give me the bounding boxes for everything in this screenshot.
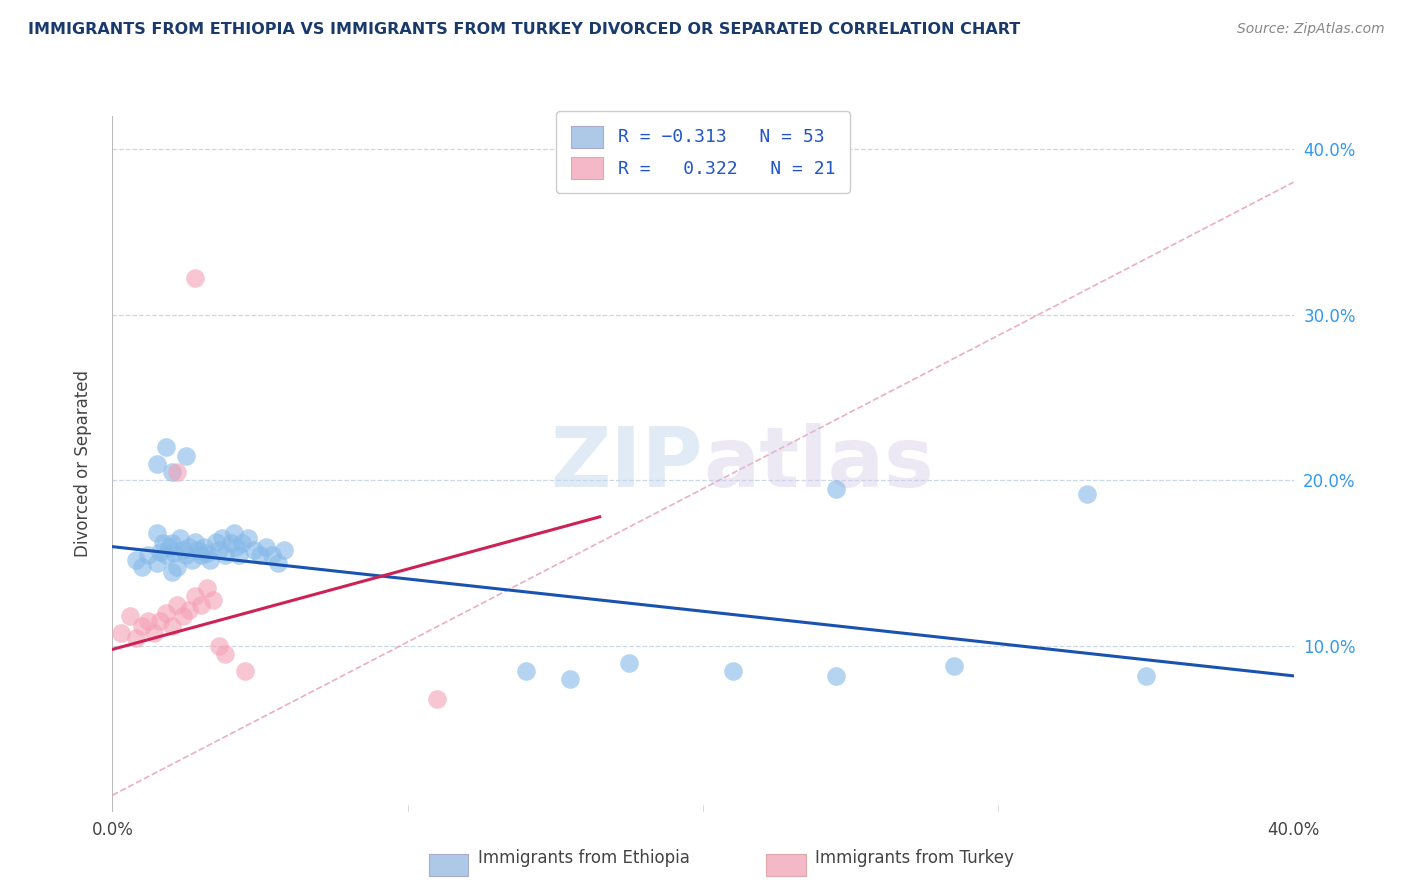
- Point: [225, 540, 247, 554]
- Point: [426, 692, 449, 706]
- Point: [208, 639, 231, 653]
- Point: [195, 546, 218, 560]
- Point: [152, 536, 174, 550]
- Point: [214, 548, 236, 562]
- Point: [181, 553, 204, 567]
- Point: [163, 546, 186, 560]
- Text: Immigrants from Turkey: Immigrants from Turkey: [815, 849, 1014, 867]
- Point: [558, 672, 582, 686]
- Point: [160, 565, 183, 579]
- Point: [942, 659, 965, 673]
- Point: [166, 559, 188, 574]
- Point: [160, 465, 183, 479]
- Point: [136, 614, 159, 628]
- Point: [187, 543, 209, 558]
- Point: [174, 548, 197, 562]
- Point: [201, 592, 224, 607]
- Point: [172, 543, 194, 558]
- Point: [184, 534, 207, 549]
- Point: [208, 543, 231, 558]
- Point: [146, 556, 169, 570]
- Point: [1135, 669, 1157, 683]
- Point: [131, 619, 153, 633]
- Point: [205, 534, 228, 549]
- Point: [214, 648, 236, 662]
- Point: [222, 526, 245, 541]
- Point: [190, 598, 212, 612]
- Point: [160, 536, 183, 550]
- Text: Immigrants from Ethiopia: Immigrants from Ethiopia: [478, 849, 690, 867]
- Point: [179, 602, 201, 616]
- Point: [1076, 486, 1098, 500]
- Point: [190, 548, 212, 562]
- Point: [125, 553, 148, 567]
- Point: [273, 543, 295, 558]
- Point: [146, 457, 169, 471]
- Text: Source: ZipAtlas.com: Source: ZipAtlas.com: [1237, 22, 1385, 37]
- Point: [155, 548, 177, 562]
- Text: ZIP: ZIP: [551, 424, 703, 504]
- Point: [169, 532, 191, 546]
- Point: [155, 606, 177, 620]
- Y-axis label: Divorced or Separated: Divorced or Separated: [73, 370, 91, 558]
- Point: [228, 548, 250, 562]
- Text: IMMIGRANTS FROM ETHIOPIA VS IMMIGRANTS FROM TURKEY DIVORCED OR SEPARATED CORRELA: IMMIGRANTS FROM ETHIOPIA VS IMMIGRANTS F…: [28, 22, 1021, 37]
- Point: [184, 271, 207, 285]
- Point: [160, 619, 183, 633]
- Point: [260, 548, 283, 562]
- Point: [166, 465, 188, 479]
- Point: [195, 581, 218, 595]
- Point: [110, 625, 132, 640]
- Point: [249, 548, 271, 562]
- Point: [157, 540, 180, 554]
- Point: [721, 664, 744, 678]
- Point: [267, 556, 290, 570]
- Point: [155, 440, 177, 454]
- Point: [149, 544, 172, 558]
- Point: [254, 540, 277, 554]
- Point: [131, 559, 153, 574]
- Point: [619, 656, 641, 670]
- Point: [142, 625, 165, 640]
- Point: [136, 548, 159, 562]
- Point: [231, 536, 253, 550]
- Text: atlas: atlas: [703, 424, 934, 504]
- Point: [515, 664, 537, 678]
- Point: [193, 540, 215, 554]
- Legend: R = −0.313   N = 53, R =   0.322   N = 21: R = −0.313 N = 53, R = 0.322 N = 21: [557, 112, 849, 193]
- Point: [174, 449, 197, 463]
- Point: [146, 526, 169, 541]
- Point: [233, 664, 256, 678]
- Point: [149, 614, 172, 628]
- Point: [179, 540, 201, 554]
- Point: [120, 609, 142, 624]
- Point: [824, 669, 846, 683]
- Point: [184, 590, 207, 604]
- Point: [211, 532, 233, 546]
- Point: [824, 482, 846, 496]
- Point: [243, 543, 266, 558]
- Point: [125, 631, 148, 645]
- Point: [172, 609, 194, 624]
- Point: [166, 598, 188, 612]
- Point: [238, 532, 260, 546]
- Point: [198, 553, 221, 567]
- Point: [219, 536, 242, 550]
